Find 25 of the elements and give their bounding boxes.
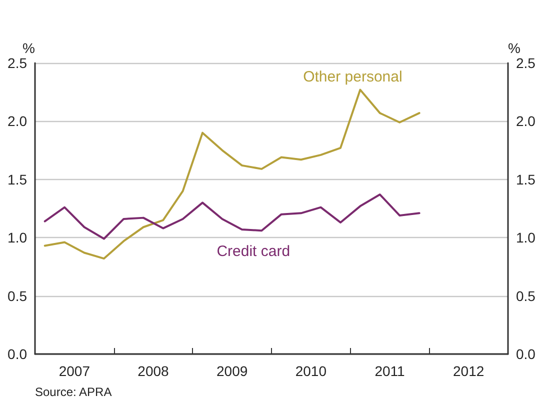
y2-tick-label: 0.0 xyxy=(516,346,536,362)
y-tick-label: 0.5 xyxy=(8,288,28,304)
line-series xyxy=(44,194,420,240)
source-note: Source: APRA xyxy=(35,385,112,399)
y2-tick-label: 1.5 xyxy=(516,171,536,188)
x-tick-label: 2010 xyxy=(295,363,327,379)
x-tick-label: 2011 xyxy=(374,363,406,379)
y2-axis-title: % xyxy=(508,40,520,56)
y-tick-label: 2.0 xyxy=(8,113,28,130)
x-tick-label: 2008 xyxy=(138,363,170,379)
line-series xyxy=(44,88,420,260)
y2-tick-label: 2.0 xyxy=(516,113,536,130)
y2-tick-label: 1.0 xyxy=(516,230,536,246)
y-tick-label: 2.5 xyxy=(8,55,28,71)
x-tick-label: 2007 xyxy=(58,363,90,379)
x-tick-label: 2012 xyxy=(453,363,484,379)
y-tick-label: 1.5 xyxy=(8,171,28,188)
y-tick-label: 1.0 xyxy=(8,230,28,246)
x-tick-label: 2009 xyxy=(216,363,248,379)
y2-tick-label: 0.5 xyxy=(516,288,536,304)
series-label: Credit card xyxy=(216,243,290,260)
y-tick-label: 0.0 xyxy=(8,346,28,362)
y-axis-title: % xyxy=(22,40,35,56)
y2-tick-label: 2.5 xyxy=(516,55,536,71)
series-label: Other personal xyxy=(303,68,402,86)
